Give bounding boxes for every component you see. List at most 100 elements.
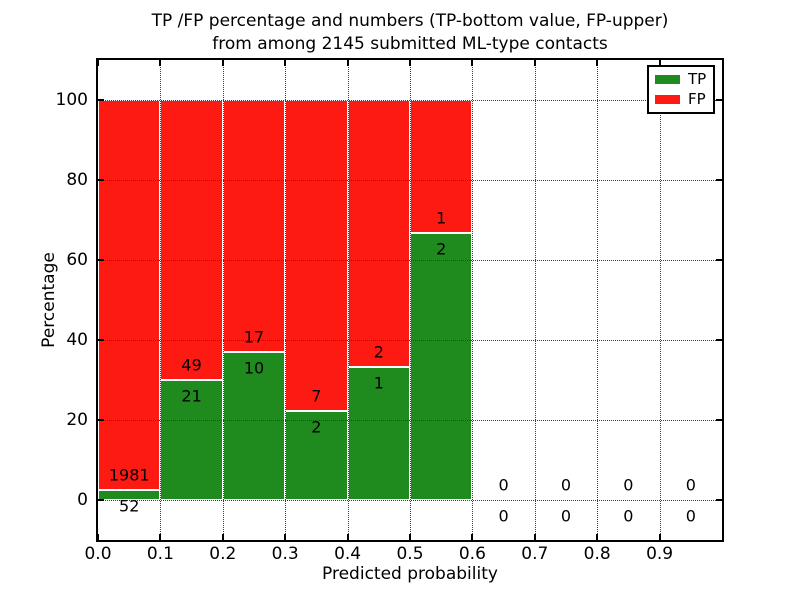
x-tick-top: [596, 60, 599, 66]
fp-count-label: 0: [685, 475, 696, 495]
x-tick: [346, 534, 349, 540]
v-gridline: [222, 60, 224, 540]
v-gridline: [659, 60, 661, 540]
x-tick-top: [221, 60, 224, 66]
v-gridline: [347, 60, 349, 540]
x-tick: [221, 534, 224, 540]
y-tick-label: 60: [66, 250, 88, 270]
tp-bar-segment: [410, 233, 473, 500]
x-tick-top: [658, 60, 661, 66]
y-tick-label: 20: [66, 410, 88, 430]
x-tick-top: [346, 60, 349, 66]
v-gridline: [472, 60, 474, 540]
tp-count-label: 21: [181, 386, 202, 406]
v-gridline: [597, 60, 599, 540]
legend: TP FP: [647, 65, 715, 114]
x-tick-label: 0.2: [209, 544, 237, 564]
v-gridline: [410, 60, 411, 540]
x-tick-label: 0.8: [583, 544, 611, 564]
tp-bar-segment: [347, 366, 410, 500]
fp-bar-segment: [347, 100, 410, 367]
y-axis-label: Percentage: [39, 252, 59, 348]
y-tick-right: [716, 99, 722, 101]
tp-count-label: 1: [373, 373, 384, 393]
fp-bar-segment: [160, 100, 223, 380]
plot-area: TP FP 1981 52 49 21 17 10 7 2 2 1 1 2 0 0 0 0 0 0 0 0 0.0 0.1…: [56, 60, 722, 564]
y-tick-right: [716, 339, 722, 341]
y-tick: [98, 419, 104, 421]
x-tick: [409, 534, 411, 540]
tp-count-label: 0: [685, 506, 696, 526]
x-tick: [471, 534, 474, 540]
fp-count-label: 1981: [108, 465, 150, 485]
y-tick: [98, 499, 104, 501]
y-tick-right: [716, 419, 722, 421]
x-tick-label: 0.7: [521, 544, 549, 564]
v-gridline: [534, 60, 536, 540]
x-tick: [284, 534, 287, 540]
x-tick-label: 0.0: [84, 544, 112, 564]
tp-bar-segment: [285, 411, 348, 500]
x-axis-label: Predicted probability: [322, 564, 498, 584]
fp-count-label: 7: [311, 386, 322, 406]
x-tick-label: 0.4: [334, 544, 362, 564]
x-tick-label: 0.6: [458, 544, 486, 564]
x-tick-top: [409, 60, 411, 66]
x-tick-top: [533, 60, 536, 66]
tp-count-label: 0: [560, 506, 572, 526]
legend-item-tp: TP: [655, 70, 707, 88]
y-tick: [98, 179, 104, 181]
v-gridline: [160, 60, 162, 540]
fp-count-label: 17: [243, 327, 265, 347]
x-tick: [596, 534, 599, 540]
x-tick-label: 0.5: [396, 544, 424, 564]
x-tick: [533, 534, 536, 540]
fp-bar-segment: [285, 100, 348, 412]
tp-count-label: 2: [311, 417, 322, 437]
x-tick-top: [97, 60, 99, 66]
tp-count-label: 52: [119, 496, 140, 516]
y-tick: [98, 339, 104, 341]
v-gridline: [285, 60, 287, 540]
x-tick-label: 0.3: [271, 544, 299, 564]
tp-bar-segment: [98, 489, 161, 500]
x-tick: [97, 534, 99, 540]
y-tick: [98, 99, 104, 101]
legend-label-tp: TP: [688, 70, 707, 88]
tp-count-label: 0: [623, 506, 634, 526]
x-tick-top: [284, 60, 287, 66]
fp-count-label: 0: [623, 475, 634, 495]
chart-title-line1: TP /FP percentage and numbers (TP-bottom…: [151, 11, 669, 31]
fp-color-swatch: [655, 95, 680, 104]
tp-bar-segment: [160, 380, 223, 500]
chart-title: TP /FP percentage and numbers (TP-bottom…: [98, 10, 722, 56]
legend-item-fp: FP: [655, 90, 707, 108]
x-tick-top: [471, 60, 474, 66]
y-tick: [98, 259, 104, 261]
x-tick-label: 0.9: [646, 544, 674, 564]
x-tick-top: [159, 60, 162, 66]
y-tick-label: 100: [55, 90, 88, 110]
tp-color-swatch: [655, 75, 680, 84]
fp-count-label: 1: [436, 208, 447, 228]
legend-label-fp: FP: [688, 90, 706, 108]
fp-count-label: 0: [498, 475, 509, 495]
tp-count-label: 2: [436, 239, 447, 259]
tp-count-label: 0: [498, 506, 509, 526]
y-tick-label: 80: [66, 170, 88, 190]
y-tick-right: [716, 499, 722, 501]
y-tick-right: [716, 179, 722, 181]
fp-count-label: 0: [560, 475, 572, 495]
y-tick-label: 40: [66, 330, 88, 350]
fp-count-label: 2: [373, 342, 384, 362]
tp-count-label: 10: [243, 358, 265, 378]
x-tick: [658, 534, 661, 540]
y-tick-right: [716, 259, 722, 261]
fp-bar-segment: [98, 100, 161, 490]
fp-bar-segment: [222, 100, 286, 352]
x-tick-label: 0.1: [146, 544, 174, 564]
chart-title-line2: from among 2145 submitted ML-type contac…: [212, 34, 608, 54]
x-tick: [159, 534, 162, 540]
fp-count-label: 49: [181, 355, 202, 375]
